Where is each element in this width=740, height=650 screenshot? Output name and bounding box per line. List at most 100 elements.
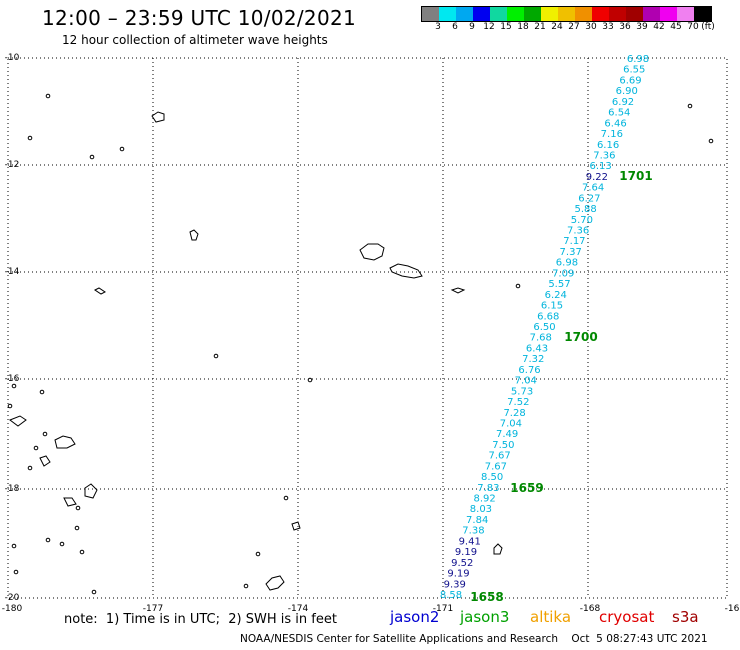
map-subtitle: 12 hour collection of altimeter wave hei… bbox=[62, 33, 328, 47]
scale-swatch bbox=[541, 7, 558, 21]
islet-outline bbox=[283, 495, 289, 501]
wave-height-value: 6.46 bbox=[604, 118, 626, 129]
island-outline bbox=[189, 229, 199, 241]
legend-jason2: jason2 bbox=[390, 608, 440, 626]
scale-label: 70 bbox=[687, 22, 699, 32]
scale-swatch bbox=[575, 7, 592, 21]
wave-height-value: 6.27 bbox=[578, 193, 600, 204]
lon-label: -174 bbox=[288, 604, 309, 614]
scale-swatch bbox=[439, 7, 456, 21]
wave-height-value: 6.16 bbox=[597, 140, 619, 151]
wave-height-value: 6.24 bbox=[545, 290, 567, 301]
wave-height-value: 8.92 bbox=[474, 494, 496, 505]
islet-outline bbox=[79, 549, 85, 555]
color-scale-bar bbox=[421, 6, 712, 22]
wave-height-value: 7.38 bbox=[462, 526, 484, 537]
wave-height-value: 7.49 bbox=[496, 429, 518, 440]
wave-height-value: 8.58 bbox=[440, 590, 462, 601]
island-outline bbox=[84, 483, 98, 499]
wave-height-value: 7.84 bbox=[466, 515, 488, 526]
wave-height-value: 6.55 bbox=[623, 65, 645, 76]
islet-outline bbox=[74, 525, 80, 531]
wave-height-value: 7.32 bbox=[522, 354, 544, 365]
scale-label: 24 bbox=[551, 22, 563, 32]
wave-height-value: 6.69 bbox=[619, 75, 641, 86]
wave-height-value: 9.52 bbox=[451, 558, 473, 569]
scale-swatch bbox=[507, 7, 524, 21]
wave-height-value: 7.04 bbox=[515, 376, 537, 387]
track-time-label: 1700 bbox=[564, 330, 597, 344]
scale-swatch bbox=[609, 7, 626, 21]
scale-label: 15 bbox=[500, 22, 512, 32]
wave-height-value: 6.92 bbox=[612, 97, 634, 108]
wave-height-value: 6.54 bbox=[608, 108, 630, 119]
scale-swatch bbox=[694, 7, 711, 21]
wave-height-value: 7.68 bbox=[530, 333, 552, 344]
wave-height-value: 6.43 bbox=[526, 343, 548, 354]
map-frame bbox=[7, 57, 728, 599]
wave-height-value: 5.70 bbox=[571, 215, 593, 226]
wave-height-value: 6.98 bbox=[556, 258, 578, 269]
scale-swatch bbox=[592, 7, 609, 21]
island-outline bbox=[151, 111, 165, 123]
lon-label: -177 bbox=[143, 604, 163, 614]
legend-s3a: s3a bbox=[672, 608, 699, 626]
wave-height-value: 9.39 bbox=[444, 579, 466, 590]
islet-outline bbox=[45, 93, 51, 99]
scale-label: 45 bbox=[670, 22, 682, 32]
scale-label: 30 bbox=[585, 22, 597, 32]
islet-outline bbox=[7, 403, 13, 409]
island-outline bbox=[63, 497, 77, 507]
wave-height-value: 6.76 bbox=[518, 365, 540, 376]
scale-swatch bbox=[524, 7, 541, 21]
scale-label: 12 bbox=[483, 22, 495, 32]
scale-label: 39 bbox=[636, 22, 648, 32]
scale-label: 21 bbox=[534, 22, 546, 32]
islet-outline bbox=[27, 465, 33, 471]
lon-label: -180 bbox=[2, 604, 23, 614]
lat-label: -14 bbox=[5, 267, 20, 277]
legend-jason3: jason3 bbox=[460, 608, 510, 626]
scale-swatch bbox=[677, 7, 694, 21]
island-outline bbox=[389, 263, 423, 279]
scale-swatch bbox=[422, 7, 439, 21]
wave-height-value: 6.90 bbox=[616, 86, 638, 97]
scale-label: 42 bbox=[653, 22, 665, 32]
wave-height-value: 7.52 bbox=[507, 397, 529, 408]
wave-height-value: 5.88 bbox=[575, 204, 597, 215]
lat-label: -18 bbox=[5, 484, 20, 494]
track-time-label: 1658 bbox=[470, 590, 503, 604]
wave-height-value: 6.68 bbox=[537, 311, 559, 322]
islet-outline bbox=[708, 138, 714, 144]
scale-label: 3 bbox=[435, 22, 441, 32]
island-outline bbox=[493, 543, 503, 555]
lat-label: -20 bbox=[5, 593, 20, 603]
island-outline bbox=[54, 435, 76, 449]
coastlines bbox=[7, 93, 714, 595]
lon-label: -168 bbox=[580, 604, 601, 614]
islet-outline bbox=[59, 541, 65, 547]
track-time-label: 1659 bbox=[510, 481, 543, 495]
footer-note: note: 1) Time is in UTC; 2) SWH is in fe… bbox=[64, 612, 337, 627]
scale-label: (ft) bbox=[701, 22, 715, 32]
map-title: 12:00 – 23:59 UTC 10/02/2021 bbox=[42, 6, 357, 30]
wave-height-value: 9.19 bbox=[447, 569, 469, 580]
legend-altika: altika bbox=[530, 608, 572, 626]
islet-outline bbox=[89, 154, 95, 160]
legend-cryosat: cryosat bbox=[599, 608, 655, 626]
scale-label: 33 bbox=[602, 22, 614, 32]
wave-height-value: 6.98 bbox=[627, 54, 649, 65]
scale-swatch bbox=[626, 7, 643, 21]
wave-height-value: 7.28 bbox=[503, 408, 525, 419]
wave-height-value: 5.73 bbox=[511, 386, 533, 397]
islet-outline bbox=[515, 283, 521, 289]
scale-swatch bbox=[660, 7, 677, 21]
lat-lon-grid bbox=[7, 57, 728, 599]
wave-height-value: 9.41 bbox=[459, 536, 481, 547]
scale-label: 18 bbox=[517, 22, 529, 32]
wave-height-value: 7.64 bbox=[582, 183, 604, 194]
islet-outline bbox=[33, 445, 39, 451]
wave-height-value: 8.50 bbox=[481, 472, 503, 483]
islet-outline bbox=[75, 505, 81, 511]
